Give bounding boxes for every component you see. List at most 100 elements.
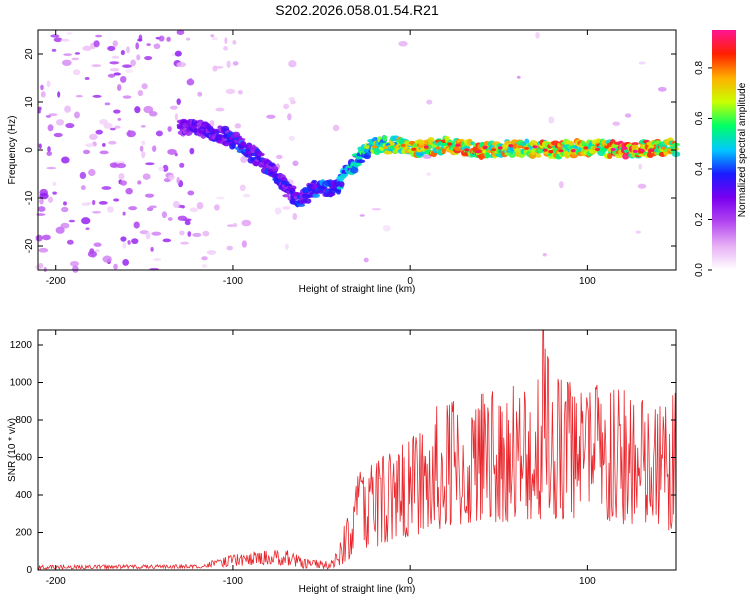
spectrogram-ridge-peak [622, 146, 628, 150]
snr-y-tick-label: 1200 [10, 340, 33, 351]
spectrogram-noise-point [638, 163, 643, 170]
snr-x-axis-label: Height of straight line (km) [299, 584, 416, 595]
spectrogram-noise-point [174, 50, 182, 57]
spectrogram-noise-point [135, 42, 139, 50]
spectrogram-noise-point [124, 68, 134, 73]
spectrogram-ridge-point [631, 142, 639, 146]
spectrogram-noise-point [266, 114, 276, 119]
spectrogram-ridge-point [535, 153, 542, 158]
spectrogram-noise-point [127, 240, 131, 245]
spectrogram-noise-point [50, 34, 60, 38]
snr-y-axis-label: SNR (10 * v/v) [7, 418, 18, 482]
spectrogram-noise-point [61, 59, 72, 66]
spectrogram-noise-point [120, 49, 125, 56]
spectrogram-noise-point [152, 257, 162, 262]
spectrogram-y-tick-label: -20 [24, 238, 35, 253]
spectrogram-noise-point [176, 61, 187, 68]
spectrogram-noise-point [201, 256, 208, 261]
spectrogram-ridge-peak [610, 147, 616, 152]
spectrogram-noise-point [45, 115, 52, 118]
spectrogram-noise-point [184, 220, 191, 226]
spectrogram-noise-point [38, 106, 42, 111]
spectrogram-noise-point [548, 116, 555, 124]
spectrogram-noise-point [143, 105, 154, 114]
spectrogram-noise-point [612, 121, 620, 126]
spectrogram-ridge-point [355, 156, 363, 160]
spectrogram-noise-point [168, 174, 175, 181]
spectrogram-noise-point [186, 37, 191, 41]
spectrogram-noise-point [116, 84, 122, 92]
spectrogram-noise-point [216, 196, 225, 200]
spectrogram-ridge-peak [661, 146, 667, 150]
colorbar-tick-label: 0.6 [694, 111, 705, 125]
spectrogram-ridge-point [614, 153, 624, 159]
spectrogram-noise-point [75, 94, 83, 98]
spectrogram-x-tick-label: -100 [223, 276, 243, 287]
spectrogram-noise-point [63, 201, 67, 206]
spectrogram-noise-point [542, 252, 547, 257]
spectrogram-noise-point [60, 38, 70, 42]
spectrogram-ridge-point [304, 198, 312, 204]
spectrogram-noise-point [52, 191, 57, 195]
spectrogram-noise-point [167, 217, 173, 221]
spectrogram-noise-point [92, 199, 96, 206]
spectrogram-ridge-peak [594, 147, 600, 152]
spectrogram-noise-point [107, 73, 116, 78]
colorbar-tick-label: 0.8 [694, 61, 705, 75]
spectrogram-noise-point [189, 207, 199, 213]
spectrogram-noise-point [122, 64, 132, 68]
spectrogram-ridge-point [607, 153, 613, 160]
spectrogram-noise-point [149, 205, 157, 209]
snr-y-tick-label: 1000 [10, 378, 33, 389]
spectrogram-noise-point [172, 200, 180, 209]
spectrogram-noise-point [167, 148, 177, 155]
spectrogram-noise-point [126, 46, 130, 54]
spectrogram-noise-point [53, 132, 63, 138]
spectrogram-noise-point [85, 227, 90, 231]
spectrogram-noise-point [65, 122, 75, 129]
spectrogram-noise-point [84, 77, 90, 80]
snr-frame [37, 329, 677, 571]
spectrogram-noise-point [72, 265, 79, 273]
spectrogram-ridge-peak [508, 144, 514, 148]
spectrogram-ridge-peak [389, 142, 395, 146]
spectrogram-noise-point [116, 162, 127, 169]
spectrogram-noise-point [95, 34, 103, 38]
spectrogram-noise-point [176, 29, 185, 35]
spectrogram-noise-point [79, 171, 87, 180]
spectrogram-x-tick-label: 100 [579, 276, 596, 287]
spectrogram-noise-point [232, 40, 237, 45]
spectrogram-noise-point [242, 193, 251, 198]
spectrogram-ridge-peak [491, 148, 497, 152]
spectrogram-noise-point [516, 75, 521, 79]
spectrogram-ridge-peak [497, 146, 503, 150]
spectrogram-noise-point [51, 48, 57, 52]
spectrogram-ridge-peak [632, 149, 638, 153]
spectrogram-noise-point [215, 107, 225, 112]
spectrogram-noise-point [109, 61, 120, 65]
spectrogram-y-tick-label: -10 [24, 190, 35, 205]
snr-y-tick-label: 200 [15, 528, 32, 539]
spectrogram-noise-point [152, 145, 157, 152]
spectrogram-noise-point [46, 166, 57, 170]
spectrogram-noise-point [145, 232, 151, 240]
spectrogram-noise-point [91, 64, 102, 68]
spectrogram-noise-point [38, 247, 49, 253]
spectrogram-noise-point [142, 173, 151, 180]
spectrogram-noise-point [158, 35, 165, 42]
spectrogram-noise-point [102, 255, 112, 263]
spectrogram-noise-point [40, 91, 46, 98]
spectrogram-noise-point [82, 149, 91, 155]
spectrogram-noise-point [131, 238, 139, 245]
spectrogram-noise-point [212, 65, 218, 72]
spectrogram-noise-point [150, 246, 154, 252]
spectrogram-noise-point [241, 240, 247, 248]
snr-background [38, 330, 676, 570]
spectrogram-ridge-peak [649, 148, 655, 152]
spectrogram-noise-point [426, 99, 433, 105]
spectrogram-noise-point [88, 133, 98, 141]
spectrogram-noise-point [133, 221, 140, 229]
chart-title: S202.2026.058.01.54.R21 [275, 2, 439, 18]
